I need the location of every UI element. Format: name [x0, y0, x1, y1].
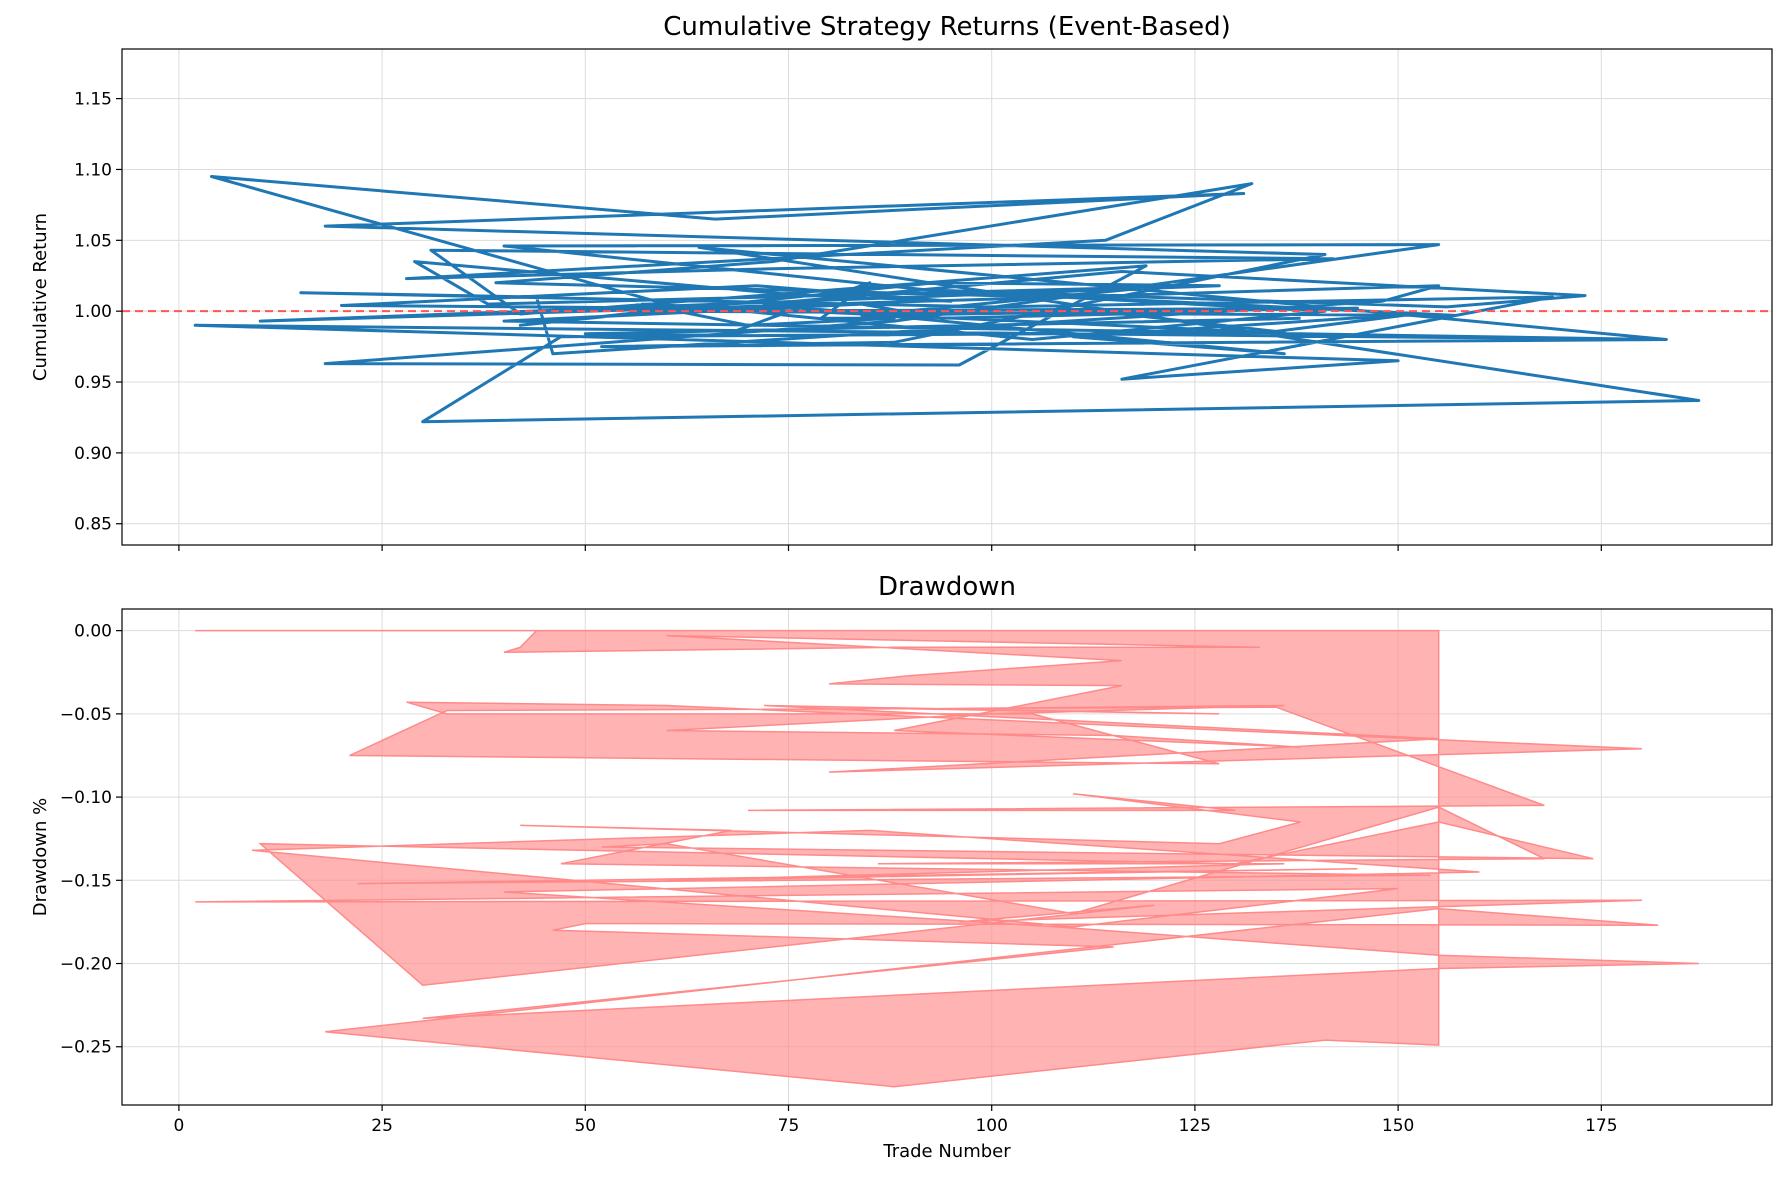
returns-axes-frame	[121, 48, 1773, 546]
returns-y-axis-label: Cumulative Return	[30, 213, 51, 381]
drawdown-x-tick-label: 100	[975, 1116, 1007, 1136]
drawdown-x-tick-label: 75	[778, 1116, 800, 1136]
drawdown-y-tick-label: 0.00	[74, 622, 112, 642]
drawdown-y-tick-label: −0.20	[60, 955, 112, 975]
drawdown-plot-area	[195, 629, 1699, 1088]
returns-chart-title: Cumulative Strategy Returns (Event-Based…	[663, 12, 1230, 42]
drawdown-x-axis-label: Trade Number	[882, 1141, 1011, 1162]
cumulative-return-line	[193, 175, 1701, 424]
returns-y-tick-label: 1.15	[74, 90, 112, 110]
drawdown-x-tick-label: 25	[371, 1116, 393, 1136]
drawdown-x-tick-label: 50	[574, 1116, 596, 1136]
drawdown-x-tick-label: 0	[173, 1116, 184, 1136]
returns-y-tick-label: 1.00	[74, 302, 112, 322]
drawdown-y-ticks: 0.00 −0.05 −0.10 −0.15 −0.20 −0.25	[60, 622, 122, 1058]
drawdown-x-tick-label: 150	[1382, 1116, 1414, 1136]
drawdown-y-tick-label: −0.15	[60, 871, 112, 891]
returns-y-tick-label: 0.95	[74, 373, 112, 393]
returns-y-tick-label: 0.90	[74, 444, 112, 464]
drawdown-x-tick-label: 175	[1585, 1116, 1617, 1136]
drawdown-y-tick-label: −0.10	[60, 788, 112, 808]
returns-y-tick-label: 1.10	[74, 160, 112, 180]
returns-x-ticks	[178, 545, 1602, 551]
drawdown-y-tick-label: −0.05	[60, 705, 112, 725]
returns-panel: Cumulative Strategy Returns (Event-Based…	[30, 12, 1773, 551]
returns-y-ticks: 0.85 0.90 0.95 1.00 1.05 1.10 1.15	[74, 90, 122, 535]
drawdown-chart-title: Drawdown	[878, 572, 1016, 602]
drawdown-x-ticks: 0 25 50 75 100 125 150 175	[173, 1105, 1618, 1136]
drawdown-y-tick-label: −0.25	[60, 1038, 112, 1058]
drawdown-x-tick-label: 125	[1179, 1116, 1211, 1136]
drawdown-axes-frame	[121, 608, 1773, 1106]
returns-plot-area	[122, 175, 1772, 424]
returns-y-tick-label: 1.05	[74, 231, 112, 251]
drawdown-area	[195, 629, 1699, 1088]
drawdown-panel: Drawdown 0 25 50 75 100 125 150 175 0.00 −0.05 −0…	[30, 572, 1773, 1162]
returns-y-tick-label: 0.85	[74, 515, 112, 535]
drawdown-y-axis-label: Drawdown %	[30, 798, 51, 916]
